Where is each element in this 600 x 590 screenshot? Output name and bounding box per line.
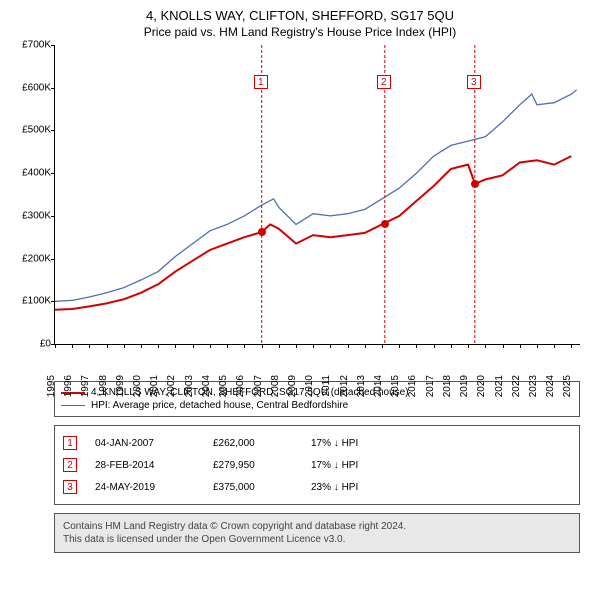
sale-point-2: [381, 220, 389, 228]
x-tick-label: 2003: [184, 375, 195, 397]
x-tick-label: 1999: [115, 375, 126, 397]
x-tick-label: 2025: [562, 375, 573, 397]
x-tick-label: 2014: [373, 375, 384, 397]
event-marker-3: 3: [467, 75, 481, 89]
plot-region: £0£100K£200K£300K£400K£500K£600K£700K123: [54, 45, 580, 345]
event-hpi: 23% ↓ HPI: [311, 482, 358, 493]
event-row-2: 2 28-FEB-2014 £279,950 17% ↓ HPI: [63, 454, 571, 476]
series-property: [55, 156, 571, 310]
x-tick-label: 2023: [528, 375, 539, 397]
footer-box: Contains HM Land Registry data © Crown c…: [54, 513, 580, 553]
chart-area: £0£100K£200K£300K£400K£500K£600K£700K123…: [54, 45, 580, 375]
x-tick-label: 2005: [218, 375, 229, 397]
y-tick-label: £400K: [11, 168, 51, 179]
x-tick-label: 2004: [201, 375, 212, 397]
title-subtitle: Price paid vs. HM Land Registry's House …: [12, 25, 588, 39]
x-tick-label: 2019: [459, 375, 470, 397]
x-tick-label: 2015: [390, 375, 401, 397]
event-date: 24-MAY-2019: [95, 482, 195, 493]
y-tick-label: £700K: [11, 40, 51, 51]
y-tick-label: £300K: [11, 210, 51, 221]
event-marker-2: 2: [377, 75, 391, 89]
footer-line-2: This data is licensed under the Open Gov…: [63, 533, 571, 546]
x-tick-label: 2000: [132, 375, 143, 397]
y-tick-label: £500K: [11, 125, 51, 136]
x-tick-label: 2024: [545, 375, 556, 397]
event-row-1: 1 04-JAN-2007 £262,000 17% ↓ HPI: [63, 432, 571, 454]
event-date: 28-FEB-2014: [95, 460, 195, 471]
x-tick-label: 1998: [98, 375, 109, 397]
x-tick-label: 2017: [425, 375, 436, 397]
x-tick-label: 2006: [235, 375, 246, 397]
x-tick-label: 2002: [166, 375, 177, 397]
sale-point-3: [471, 180, 479, 188]
event-marker-1: 1: [254, 75, 268, 89]
legend-swatch: [61, 405, 85, 406]
x-tick-label: 1996: [63, 375, 74, 397]
x-tick-label: 2010: [304, 375, 315, 397]
title-block: 4, KNOLLS WAY, CLIFTON, SHEFFORD, SG17 5…: [12, 8, 588, 39]
x-tick-label: 1997: [80, 375, 91, 397]
x-tick-label: 2013: [356, 375, 367, 397]
y-tick-label: £600K: [11, 82, 51, 93]
event-price: £375,000: [213, 482, 293, 493]
chart-svg: [55, 45, 580, 344]
x-tick-label: 1995: [46, 375, 57, 397]
x-tick-label: 2020: [476, 375, 487, 397]
x-tick-label: 2012: [339, 375, 350, 397]
x-tick-label: 2016: [407, 375, 418, 397]
y-tick-label: £100K: [11, 296, 51, 307]
title-address: 4, KNOLLS WAY, CLIFTON, SHEFFORD, SG17 5…: [12, 8, 588, 23]
sale-point-1: [258, 228, 266, 236]
events-table: 1 04-JAN-2007 £262,000 17% ↓ HPI 2 28-FEB-201…: [54, 425, 580, 505]
event-row-marker: 2: [63, 458, 77, 472]
y-tick-label: £200K: [11, 253, 51, 264]
footer-line-1: Contains HM Land Registry data © Crown c…: [63, 520, 571, 533]
x-tick-label: 2011: [321, 375, 332, 397]
legend-label: HPI: Average price, detached house, Cent…: [91, 400, 348, 411]
x-tick-label: 2007: [253, 375, 264, 397]
event-date: 04-JAN-2007: [95, 438, 195, 449]
x-tick-label: 2008: [270, 375, 281, 397]
event-hpi: 17% ↓ HPI: [311, 460, 358, 471]
event-price: £279,950: [213, 460, 293, 471]
chart-container: 4, KNOLLS WAY, CLIFTON, SHEFFORD, SG17 5…: [0, 0, 600, 590]
x-tick-label: 2001: [149, 375, 160, 397]
event-price: £262,000: [213, 438, 293, 449]
event-hpi: 17% ↓ HPI: [311, 438, 358, 449]
event-row-marker: 3: [63, 480, 77, 494]
event-row-3: 3 24-MAY-2019 £375,000 23% ↓ HPI: [63, 476, 571, 498]
y-tick-label: £0: [11, 339, 51, 350]
series-hpi: [55, 90, 577, 301]
event-row-marker: 1: [63, 436, 77, 450]
x-tick-label: 2009: [287, 375, 298, 397]
x-tick-label: 2018: [442, 375, 453, 397]
x-tick-label: 2021: [494, 375, 505, 397]
x-tick-label: 2022: [511, 375, 522, 397]
legend-row-hpi: HPI: Average price, detached house, Cent…: [61, 399, 573, 412]
